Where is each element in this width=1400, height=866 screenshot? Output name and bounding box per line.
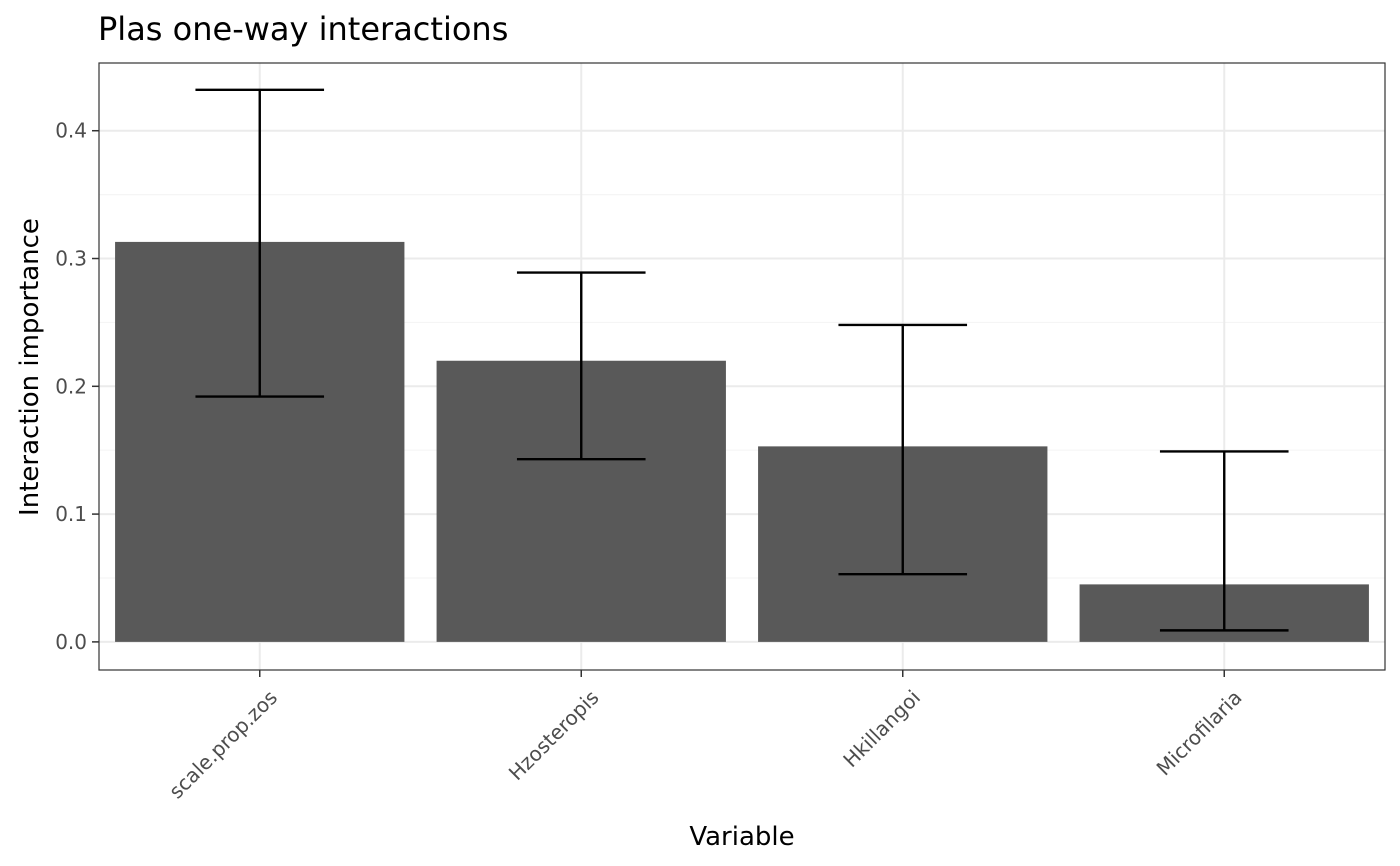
- chart-title: Plas one-way interactions: [98, 10, 508, 48]
- y-axis-title: Interaction importance: [15, 218, 45, 516]
- y-tick-label: 0.3: [55, 247, 87, 271]
- error-bar: [1159, 450, 1289, 632]
- y-tick-label: 0.4: [55, 119, 87, 143]
- error-bar: [838, 323, 968, 576]
- errorbars-layer: [195, 88, 1289, 632]
- y-tick-label: 0.1: [55, 502, 87, 526]
- y-tick-label: 0.0: [55, 630, 87, 654]
- error-bar: [195, 88, 325, 398]
- error-bar: [516, 271, 646, 461]
- y-axis: 0.0 0.1 0.2 0.3 0.4: [55, 119, 99, 654]
- y-tick-label: 0.2: [55, 374, 87, 398]
- panel-border: [98, 62, 1386, 671]
- x-axis-title: Variable: [689, 822, 794, 852]
